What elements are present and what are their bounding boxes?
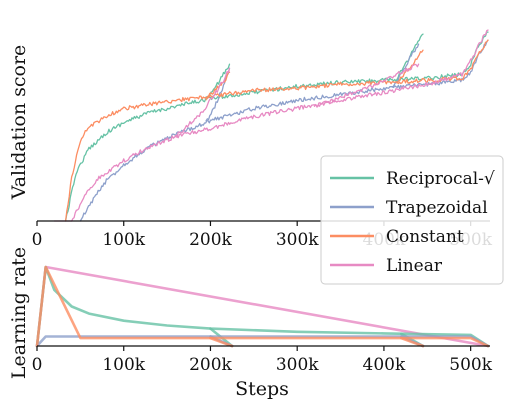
validation-x-tick-label: 300k	[276, 230, 319, 250]
learning-rate-x-tick-label: 500k	[449, 355, 492, 375]
validation-line-constant	[396, 49, 424, 84]
learning-rate-x-tick-label: 0	[32, 355, 43, 375]
learning-rate-x-tick-label: 200k	[189, 355, 232, 375]
validation-x-tick-label: 200k	[189, 230, 232, 250]
validation-line-linear	[175, 67, 231, 138]
validation-line-constant	[64, 39, 489, 222]
learning-rate-line-reciprocal	[35, 265, 490, 348]
learning-rate-x-ticks: 0 100k 200k 300k 400k 500k	[32, 346, 493, 375]
learning-rate-lines	[35, 265, 490, 348]
learning-rate-panel: 0 100k 200k 300k 400k 500k Learning rate Step…	[8, 247, 493, 400]
validation-line-linear	[313, 63, 420, 108]
legend-label-constant: Constant	[386, 227, 464, 247]
validation-y-axis-title: Validation score	[8, 45, 30, 201]
learning-rate-line-constant	[399, 336, 425, 348]
validation-x-tick-label: 100k	[102, 230, 145, 250]
learning-rate-x-axis-title: Steps	[235, 378, 289, 400]
legend-label-reciprocal: Reciprocal-√	[386, 169, 495, 189]
learning-rate-line-constant	[35, 265, 490, 348]
learning-rate-line-constant	[209, 336, 234, 348]
learning-rate-x-tick-label: 100k	[102, 355, 145, 375]
learning-rate-x-tick-label: 400k	[363, 355, 406, 375]
validation-x-tick-label: 0	[32, 230, 43, 250]
legend: Reciprocal-√ Trapezoidal Constant Linear	[320, 155, 504, 285]
validation-line-linear	[71, 29, 489, 222]
validation-line-constant	[205, 71, 231, 101]
learning-rate-y-axis-title: Learning rate	[8, 247, 30, 379]
validation-line-trapezoidal	[79, 39, 489, 222]
validation-line-trapezoidal	[205, 67, 231, 122]
legend-label-linear: Linear	[386, 256, 443, 276]
learning-rate-x-tick-label: 300k	[276, 355, 319, 375]
legend-label-trapezoidal: Trapezoidal	[386, 198, 488, 218]
legend-box	[320, 155, 504, 285]
